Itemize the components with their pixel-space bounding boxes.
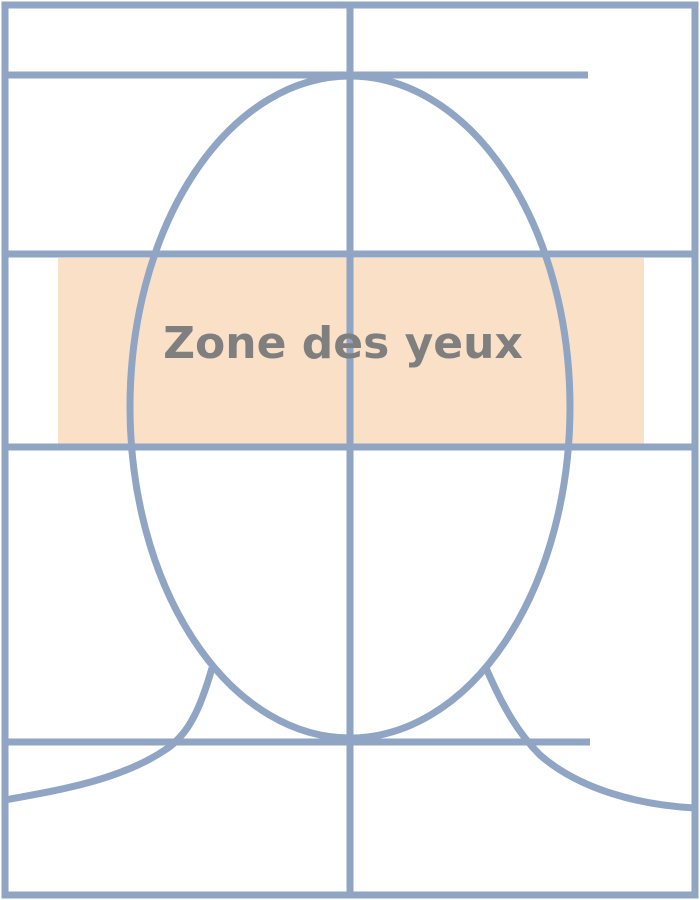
right-shoulder-outline (482, 666, 696, 812)
eye-zone-label: Zone des yeux (163, 318, 523, 369)
left-shoulder-outline (4, 667, 216, 804)
face-outline (126, 72, 574, 742)
